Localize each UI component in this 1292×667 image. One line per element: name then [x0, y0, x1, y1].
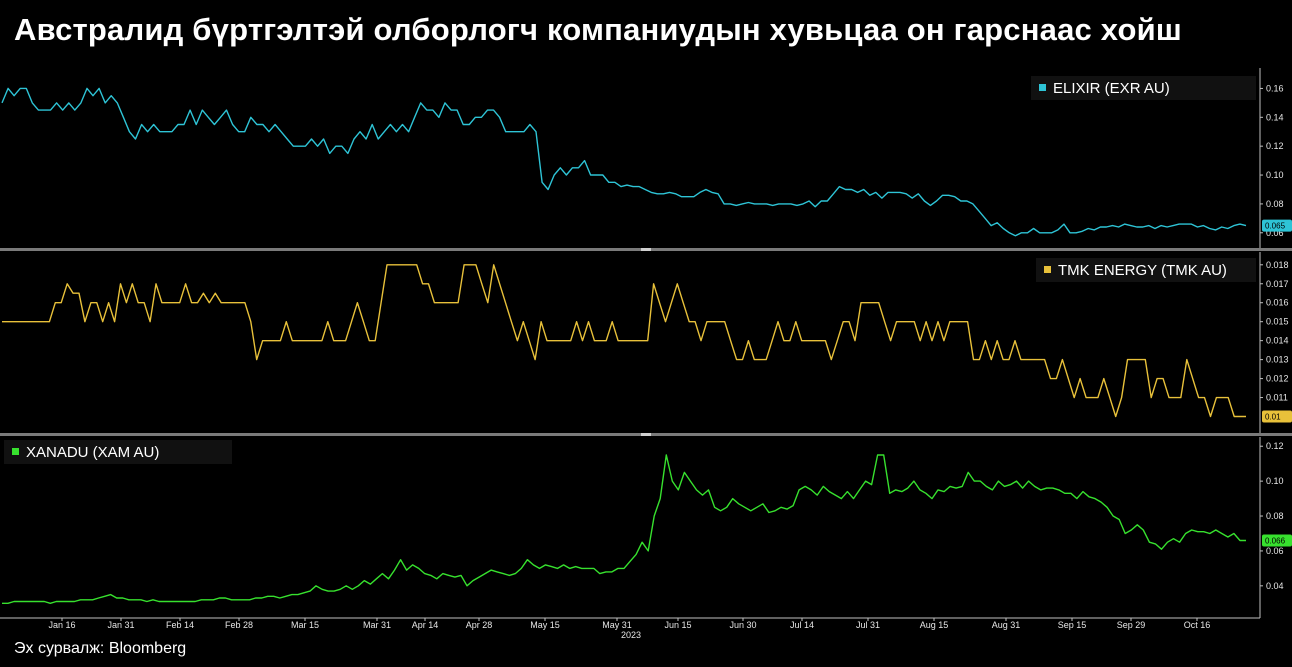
y-tick-label: 0.10 — [1266, 476, 1284, 486]
series-line — [2, 454, 1246, 604]
last-value-label: 0.066 — [1265, 536, 1286, 545]
last-value-label: 0.065 — [1265, 222, 1286, 231]
y-tick-label: 0.10 — [1266, 170, 1284, 180]
y-tick-label: 0.08 — [1266, 511, 1284, 521]
source-note: Эх сурвалж: Bloomberg — [14, 640, 187, 657]
x-tick-label: Oct 16 — [1184, 620, 1211, 630]
legend-box — [4, 440, 232, 464]
x-tick-label: Feb 14 — [166, 620, 194, 630]
legend-box — [1031, 76, 1256, 100]
series-line — [2, 264, 1246, 418]
x-tick-label: Apr 28 — [466, 620, 493, 630]
y-tick-label: 0.14 — [1266, 112, 1284, 122]
separator-handle — [641, 248, 651, 251]
x-axis: Jan 16 Jan 31 Feb 14 Feb 28 Mar 15 Mar 31 Apr … — [0, 617, 1260, 640]
chart-panel-3: 0.04 0.06 0.08 0.10 0.12 0.066 XANADU (XAM AU) — [2, 437, 1292, 618]
last-value-label: 0.01 — [1265, 413, 1281, 422]
separator-handle — [641, 433, 651, 436]
legend-box — [1036, 258, 1256, 282]
x-tick-label: Jul 14 — [790, 620, 814, 630]
y-tick-label: 0.015 — [1266, 317, 1289, 327]
y-tick-label: 0.011 — [1266, 393, 1288, 403]
chart-title: Австралид бүртгэлтэй олборлогч компаниуд… — [14, 12, 1182, 47]
y-tick-label: 0.013 — [1266, 355, 1289, 365]
x-tick-label: Jun 30 — [729, 620, 756, 630]
x-tick-label: Mar 31 — [363, 620, 391, 630]
y-tick-label: 0.08 — [1266, 199, 1284, 209]
x-tick-label: Feb 28 — [225, 620, 253, 630]
x-tick-label: Aug 15 — [920, 620, 949, 630]
x-tick-label: Sep 15 — [1058, 620, 1087, 630]
y-tick-label: 0.014 — [1266, 336, 1289, 346]
x-tick-label: Jul 31 — [856, 620, 880, 630]
x-tick-label: Jan 31 — [107, 620, 134, 630]
x-tick-label: Jun 15 — [664, 620, 691, 630]
x-tick-label: May 31 — [602, 620, 632, 630]
y-tick-label: 0.012 — [1266, 374, 1289, 384]
y-tick-label: 0.12 — [1266, 441, 1284, 451]
legend-swatch — [12, 448, 19, 455]
chart-panel-1: 0.06 0.08 0.10 0.12 0.14 0.16 0.065 ELIXIR (EXR… — [0, 68, 1292, 251]
y-tick-label: 0.12 — [1266, 141, 1284, 151]
y-tick-label: 0.016 — [1266, 298, 1289, 308]
y-tick-label: 0.16 — [1266, 83, 1284, 93]
legend-swatch — [1039, 84, 1046, 91]
y-tick-label: 0.018 — [1266, 260, 1289, 270]
x-tick-label: Aug 31 — [992, 620, 1021, 630]
x-tick-label: Mar 15 — [291, 620, 319, 630]
y-tick-label: 0.06 — [1266, 228, 1284, 238]
y-tick-label: 0.017 — [1266, 279, 1289, 289]
x-year-label: 2023 — [621, 630, 641, 640]
x-tick-label: Jan 16 — [48, 620, 75, 630]
legend-label: XANADU (XAM AU) — [26, 444, 159, 461]
legend-label: ELIXIR (EXR AU) — [1053, 80, 1170, 97]
y-tick-label: 0.04 — [1266, 581, 1284, 591]
legend-label: TMK ENERGY (TMK AU) — [1058, 262, 1227, 279]
x-tick-label: Sep 29 — [1117, 620, 1146, 630]
last-value-badge — [1262, 534, 1292, 547]
last-value-badge — [1262, 410, 1292, 423]
x-tick-label: Apr 14 — [412, 620, 439, 630]
y-tick-label: 0.06 — [1266, 546, 1284, 556]
chart-panel-2: 0.011 0.012 0.013 0.014 0.015 0.016 0.017 0.018… — [0, 252, 1292, 436]
series-line — [1, 87, 1247, 237]
legend-swatch — [1044, 266, 1051, 273]
x-tick-label: May 15 — [530, 620, 560, 630]
last-value-badge — [1262, 219, 1292, 232]
